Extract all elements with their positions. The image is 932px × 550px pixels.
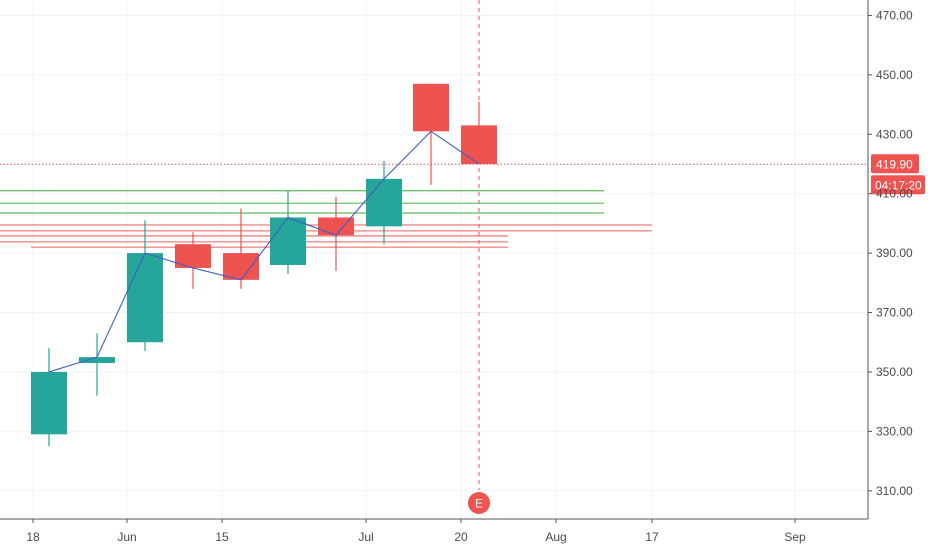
overlays: E 419.90 04:17:20 bbox=[0, 0, 925, 514]
candle-body-up bbox=[79, 357, 115, 364]
event-marker-label: E bbox=[475, 497, 483, 511]
candle-body-down bbox=[318, 217, 354, 236]
candle-body-up bbox=[270, 217, 306, 265]
y-tick-label: 410.00 bbox=[876, 187, 913, 201]
y-tick-label: 430.00 bbox=[876, 127, 913, 141]
y-tick-label: 330.00 bbox=[876, 424, 913, 438]
candle-body-up bbox=[127, 253, 163, 343]
candles bbox=[31, 83, 497, 447]
y-tick-label: 450.00 bbox=[876, 68, 913, 82]
x-tick-label: 17 bbox=[645, 530, 659, 544]
y-tick-label: 350.00 bbox=[876, 365, 913, 379]
grid-layer bbox=[0, 0, 868, 519]
countdown-badge bbox=[871, 175, 925, 195]
candle-body-down bbox=[175, 244, 211, 268]
x-tick-label: Aug bbox=[545, 530, 566, 544]
y-tick-label: 470.00 bbox=[876, 8, 913, 22]
last-price-label: 419.90 bbox=[876, 157, 913, 171]
candle-body-down bbox=[223, 253, 259, 280]
y-tick-label: 310.00 bbox=[876, 484, 913, 498]
candle-body-down bbox=[413, 83, 449, 132]
countdown-label: 04:17:20 bbox=[875, 178, 922, 192]
event-marker bbox=[468, 492, 490, 514]
candle-body-up bbox=[366, 178, 402, 227]
x-tick-label: 18 bbox=[26, 530, 40, 544]
axes: 310.00 330.00 350.00 370.00 390.00 410.00 430.… bbox=[0, 0, 913, 544]
x-tick-label: Jun bbox=[117, 530, 136, 544]
candle-body-up bbox=[31, 371, 67, 435]
last-price-badge bbox=[871, 154, 919, 174]
y-tick-label: 370.00 bbox=[876, 306, 913, 320]
y-tick-label: 390.00 bbox=[876, 246, 913, 260]
close-price-line bbox=[48, 130, 480, 373]
x-tick-label: 20 bbox=[454, 530, 468, 544]
x-tick-label: Jul bbox=[358, 530, 373, 544]
x-tick-label: Sep bbox=[784, 530, 806, 544]
x-tick-label: 15 bbox=[215, 530, 229, 544]
